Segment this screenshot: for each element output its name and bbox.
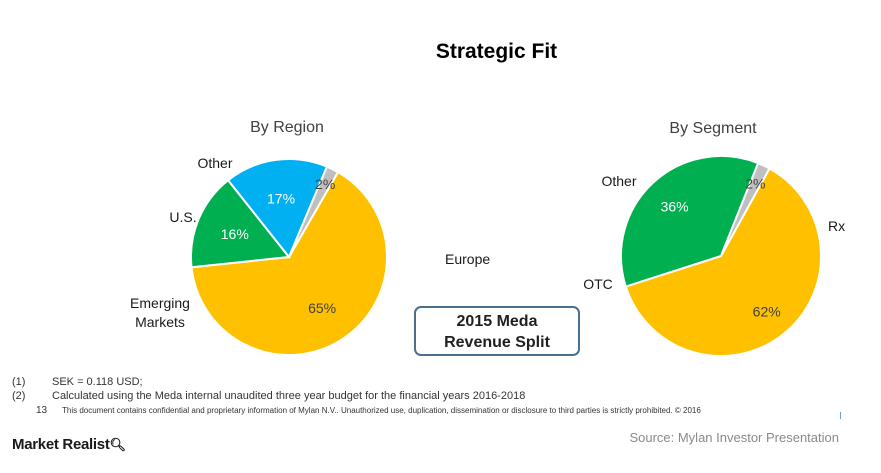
slice-category-label: Europe <box>445 251 490 267</box>
revenue-split-line1: 2015 Meda <box>456 313 538 330</box>
slice-category-label: Rx <box>828 218 845 234</box>
slice-category-label: Emerging Markets <box>130 295 190 330</box>
confidential-notice: This document contains confidential and … <box>62 406 701 415</box>
revenue-split-box: 2015 Meda Revenue Split <box>414 306 580 356</box>
footnote-number: (1) <box>12 376 26 388</box>
slice-value-label: 17% <box>267 191 295 207</box>
footnotes: (1) SEK = 0.118 USD; (2) Calculated usin… <box>12 375 525 403</box>
logo-text: Market Realist <box>12 436 110 453</box>
slice-value-label: 65% <box>308 300 336 316</box>
slice-value-label: 2% <box>315 176 335 192</box>
chart-title-region: By Region <box>250 119 324 136</box>
pie-region: 65% Europe 16% Emerging Markets 17% U.S. 2% Othe… <box>130 155 490 356</box>
pie-segment: 62% Rx 36% OTC 2% Other <box>583 155 845 357</box>
pie-slice-rx <box>624 167 822 357</box>
slice-value-label: 2% <box>745 176 765 192</box>
slice-category-label: Other <box>601 173 636 189</box>
footnote: (2) Calculated using the Meda internal u… <box>12 389 525 403</box>
chart-title-segment: By Segment <box>669 120 757 137</box>
pie-slice-otc <box>620 155 760 288</box>
slice-category-label: OTC <box>583 276 613 292</box>
pie-slice-other <box>288 165 340 258</box>
footnote-text: SEK = 0.118 USD; <box>52 376 143 388</box>
footnote-text: Calculated using the Meda internal unaud… <box>52 390 526 402</box>
slice-value-label: 36% <box>661 198 689 214</box>
revenue-split-line2: Revenue Split <box>444 334 550 351</box>
pie-slice-u-s- <box>226 158 329 259</box>
footnote-number: (2) <box>12 390 26 402</box>
slide-title: Strategic Fit <box>435 40 558 63</box>
source-text: Source: Mylan Investor Presentation <box>629 430 839 445</box>
pie-slice-other <box>720 161 771 257</box>
decorative-tick <box>840 412 841 419</box>
slice-value-label: 62% <box>753 304 781 320</box>
footnote: (1) SEK = 0.118 USD; <box>12 375 525 389</box>
slice-category-label: Other <box>197 155 232 171</box>
market-realist-logo: Market Realist🔍︎ <box>12 436 126 453</box>
slice-category-label: U.S. <box>169 209 196 225</box>
page-number: 13 <box>36 405 48 416</box>
pie-slice-europe <box>190 170 388 356</box>
pie-slice-emerging-markets <box>190 178 291 269</box>
magnifier-q-icon: 🔍︎ <box>109 437 127 452</box>
slice-value-label: 16% <box>221 226 249 242</box>
